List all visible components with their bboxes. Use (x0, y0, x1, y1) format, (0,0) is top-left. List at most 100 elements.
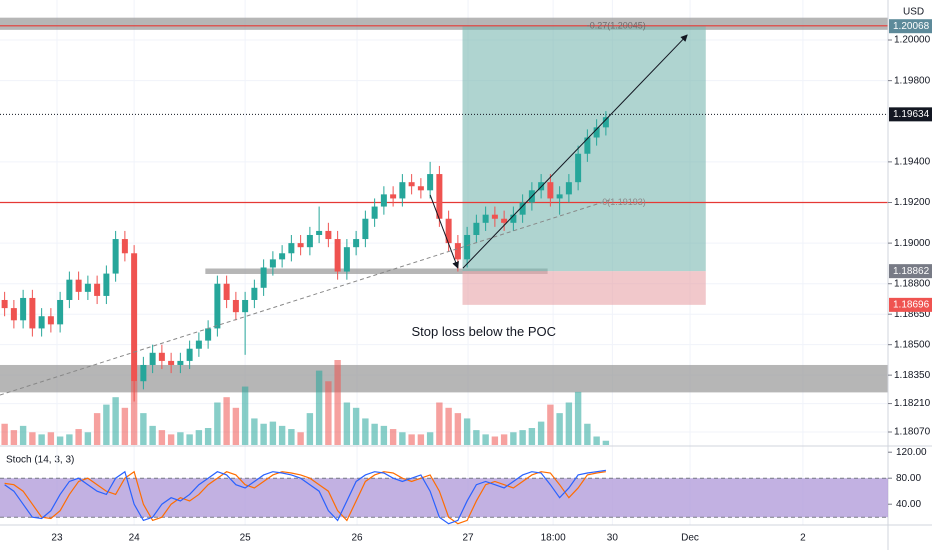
candle-body (66, 279, 73, 300)
trend-line (0, 199, 610, 396)
candle-body (251, 287, 258, 300)
volume-bar (19, 425, 27, 445)
volume-bar (436, 402, 443, 445)
candle-body (362, 218, 369, 240)
volume-bar (288, 429, 295, 445)
y-tick-label: 120.00 (896, 447, 927, 458)
candle-body (325, 230, 332, 240)
volume-bar (186, 434, 193, 445)
volume-bar (158, 430, 166, 445)
candle-body (269, 259, 276, 268)
x-tick-label: 2 (800, 533, 806, 544)
x-tick-label: 30 (607, 533, 619, 544)
candle-body (297, 243, 304, 248)
volume-bar (232, 407, 240, 445)
zone (0, 364, 888, 393)
volume-bar (602, 440, 610, 445)
volume-bar (47, 432, 55, 445)
candle-body (158, 352, 165, 361)
candle-body (103, 273, 110, 296)
candle-body (316, 230, 323, 235)
trend-line (429, 194, 459, 269)
volume-bar (251, 418, 258, 445)
candle-body (75, 279, 82, 292)
candle-body (177, 360, 184, 365)
candle-body (445, 218, 452, 244)
candle-body (390, 194, 397, 199)
volume-bar (574, 391, 582, 445)
volume-bar (417, 434, 425, 445)
candle-body (417, 186, 424, 191)
stoch-k (4, 469, 606, 525)
price-badge-label: 1.20068 (893, 21, 930, 32)
candle-body (380, 194, 387, 207)
price-badge-label: 1.18862 (893, 266, 930, 277)
volume-bar (29, 432, 36, 445)
volume-bar (241, 386, 249, 445)
x-tick-label: 24 (129, 533, 141, 544)
candle-body (121, 239, 128, 254)
candle-body (279, 253, 286, 260)
volume-bar (556, 413, 563, 445)
candle-body (223, 283, 230, 300)
volume-bar (343, 402, 351, 445)
volume-bar (38, 434, 45, 445)
stop-zone (462, 271, 706, 305)
candle-body (232, 299, 239, 313)
candle-body (38, 316, 45, 329)
candle-body (112, 239, 119, 274)
candle-body (140, 364, 147, 382)
candle-body (501, 218, 508, 223)
volume-bar (510, 432, 517, 445)
target-zone (462, 26, 706, 272)
x-tick-label: 26 (351, 533, 363, 544)
volume-bar (389, 429, 397, 445)
volume-bar (491, 436, 499, 445)
candle-body (575, 153, 582, 183)
x-tick-label: 25 (240, 533, 252, 544)
price-badge (889, 297, 932, 312)
volume-bar (214, 402, 221, 445)
candle-body (565, 182, 572, 195)
candle-body (195, 340, 202, 349)
candle-body (29, 297, 36, 329)
zone (205, 268, 548, 274)
zone (0, 17, 888, 30)
price-badge (889, 264, 932, 279)
price-badge-label: 1.19634 (893, 109, 930, 120)
volume-bar (426, 432, 434, 445)
volume-bar (593, 436, 600, 445)
y-tick-label: 1.18210 (894, 398, 931, 409)
x-tick-label: Dec (681, 533, 699, 544)
y-tick-label: 1.19200 (894, 197, 931, 208)
trend-line (462, 34, 688, 269)
y-tick-label: 1.18350 (894, 370, 931, 381)
candle-body (214, 283, 221, 329)
volume-bar (362, 418, 369, 445)
volume-bar (584, 423, 591, 445)
volume-bar (10, 430, 18, 445)
volume-bar (140, 413, 147, 445)
x-tick-label: 23 (51, 533, 63, 544)
candle-body (491, 214, 498, 219)
candle-body (547, 182, 554, 199)
candle-body (1, 299, 8, 309)
x-tick-label: 27 (462, 533, 474, 544)
volume-bar (325, 381, 332, 445)
candle-body (482, 214, 489, 223)
volume-bar (399, 432, 406, 445)
volume-bar (84, 432, 92, 445)
candle-body (519, 202, 526, 215)
y-tick-label: 1.19000 (894, 238, 931, 249)
candle-body (10, 308, 17, 321)
volume-bar (93, 413, 101, 445)
candle-body (57, 299, 64, 325)
volume-bar (547, 404, 554, 445)
volume-bar (408, 434, 415, 445)
y-tick-label: 80.00 (896, 473, 921, 484)
candle-body (593, 127, 600, 138)
stoch-band (0, 478, 888, 518)
volume-bar (371, 423, 378, 445)
y-tick-label: 1.18800 (894, 278, 931, 289)
